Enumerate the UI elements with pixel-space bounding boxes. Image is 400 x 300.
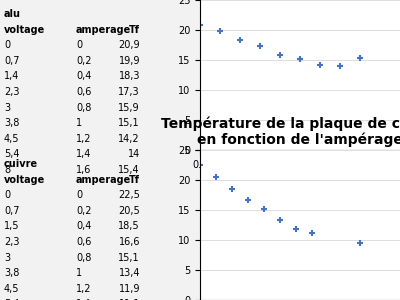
Text: 15,1: 15,1 [118,253,140,262]
Text: Tf: Tf [129,25,140,34]
Text: 0,7: 0,7 [4,206,20,216]
Text: 3,8: 3,8 [4,118,19,128]
Text: 5,4: 5,4 [4,149,20,159]
Point [217,28,223,33]
Text: 16,6: 16,6 [118,237,140,247]
Text: 1: 1 [76,268,82,278]
Text: 14,2: 14,2 [118,134,140,144]
Text: 0: 0 [4,40,10,50]
Text: 11,9: 11,9 [118,284,140,294]
Point [245,198,251,203]
Text: 0,2: 0,2 [76,206,92,216]
Point [261,207,267,212]
Point [229,187,235,191]
Text: 2,3: 2,3 [4,237,20,247]
Point [197,22,203,27]
Text: 15,1: 15,1 [118,118,140,128]
Point [257,44,263,49]
Text: 3,8: 3,8 [4,268,19,278]
Text: alu: alu [4,9,21,19]
Text: 0,2: 0,2 [76,56,92,66]
Text: 0,4: 0,4 [76,221,91,231]
X-axis label: Ampérage: Ampérage [271,175,329,186]
Point [277,52,283,57]
Text: 0,6: 0,6 [76,87,91,97]
Text: 11,1: 11,1 [118,299,140,300]
Text: 13,4: 13,4 [118,268,140,278]
Text: 0,8: 0,8 [76,253,91,262]
Text: 1,2: 1,2 [76,134,92,144]
Text: 1,5: 1,5 [4,221,20,231]
Text: cuivre: cuivre [4,159,38,169]
Point [197,163,203,167]
Text: 4,5: 4,5 [4,134,20,144]
Point [277,217,283,222]
Text: 14: 14 [128,149,140,159]
Point [309,231,315,236]
Text: 4,5: 4,5 [4,284,20,294]
Text: 17,3: 17,3 [118,87,140,97]
Point [317,62,323,67]
Text: 5,4: 5,4 [4,299,20,300]
Text: 15,4: 15,4 [118,165,140,175]
Text: 1,4: 1,4 [76,149,91,159]
Text: 18,5: 18,5 [118,221,140,231]
Text: 0: 0 [4,190,10,200]
Text: 15,9: 15,9 [118,103,140,112]
Text: 0: 0 [76,190,82,200]
Text: 1: 1 [76,118,82,128]
Text: 19,9: 19,9 [118,56,140,66]
Point [297,57,303,62]
Text: 2,3: 2,3 [4,87,20,97]
Point [357,241,363,245]
Text: 20,5: 20,5 [118,206,140,216]
Text: 0: 0 [76,40,82,50]
Text: 1,6: 1,6 [76,165,91,175]
Text: 3: 3 [4,103,10,112]
Text: 1,4: 1,4 [76,299,91,300]
Point [357,55,363,60]
Text: 8: 8 [4,165,10,175]
Text: amperage: amperage [76,175,131,184]
Text: voltage: voltage [4,25,45,34]
Text: amperage: amperage [76,25,131,34]
Text: 20,9: 20,9 [118,40,140,50]
Point [293,226,299,231]
Point [213,175,219,179]
Text: voltage: voltage [4,175,45,184]
Text: 18,3: 18,3 [118,71,140,81]
Point [337,64,343,68]
Text: 0,8: 0,8 [76,103,91,112]
Text: Tf: Tf [129,175,140,184]
Text: 1,2: 1,2 [76,284,92,294]
Text: 0,6: 0,6 [76,237,91,247]
Title: Température de la plaque de cuivre
en fonction de l'ampérage: Température de la plaque de cuivre en fo… [160,116,400,147]
Text: 3: 3 [4,253,10,262]
Point [237,38,243,43]
Text: 22,5: 22,5 [118,190,140,200]
Text: 0,4: 0,4 [76,71,91,81]
Text: 1,4: 1,4 [4,71,19,81]
Text: 0,7: 0,7 [4,56,20,66]
